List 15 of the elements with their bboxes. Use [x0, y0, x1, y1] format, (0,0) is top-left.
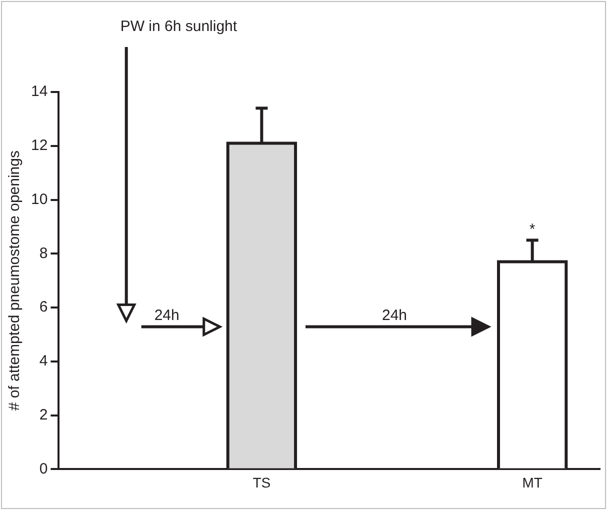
y-tick-label: 12 — [30, 137, 48, 154]
y-tick-label: 6 — [39, 298, 48, 316]
x-tick-label: MT — [522, 474, 543, 490]
y-axis-title: # of attempted pneumostome openings — [6, 150, 24, 411]
y-tick-label: 2 — [39, 406, 48, 424]
y-tick-label: 0 — [39, 460, 48, 478]
text: PW in 6h sunlight — [120, 18, 238, 35]
annotation: * — [529, 221, 536, 238]
y-tick-label: 14 — [30, 83, 48, 100]
x-tick-label: TS — [252, 474, 271, 490]
y-tick-label: 4 — [39, 352, 48, 370]
y-tick-label: 8 — [39, 244, 48, 262]
annotation: 24h — [154, 306, 180, 324]
annotation: 24h — [382, 306, 408, 324]
y-tick-label: 10 — [30, 190, 48, 208]
